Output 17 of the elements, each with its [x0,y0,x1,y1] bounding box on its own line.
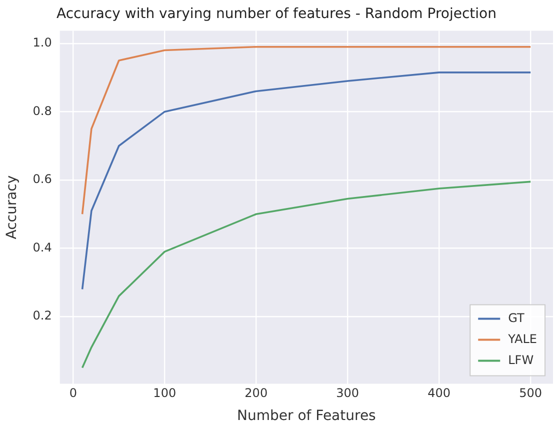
y-tick-label: 0.6 [32,172,52,186]
legend-label: GT [508,310,525,325]
x-tick-label: 0 [69,386,77,400]
x-tick-label: 400 [428,386,451,400]
y-tick-label: 0.2 [32,308,52,323]
y-tick-label: 1.0 [32,36,52,50]
x-tick-label: 200 [244,386,268,400]
legend-label: YALE [507,332,537,346]
y-tick-label: 0.4 [32,240,52,254]
x-tick-label: 500 [519,386,542,400]
y-tick-label: 0.8 [32,104,52,118]
x-tick-label: 100 [153,386,176,400]
x-axis-title: Number of Features [237,408,376,424]
y-axis-title: Accuracy [4,175,20,240]
legend-label: LFW [508,352,534,367]
x-tick-label: 300 [336,386,360,400]
chart-title: Accuracy with varying number of features - Random Projection [56,6,496,22]
